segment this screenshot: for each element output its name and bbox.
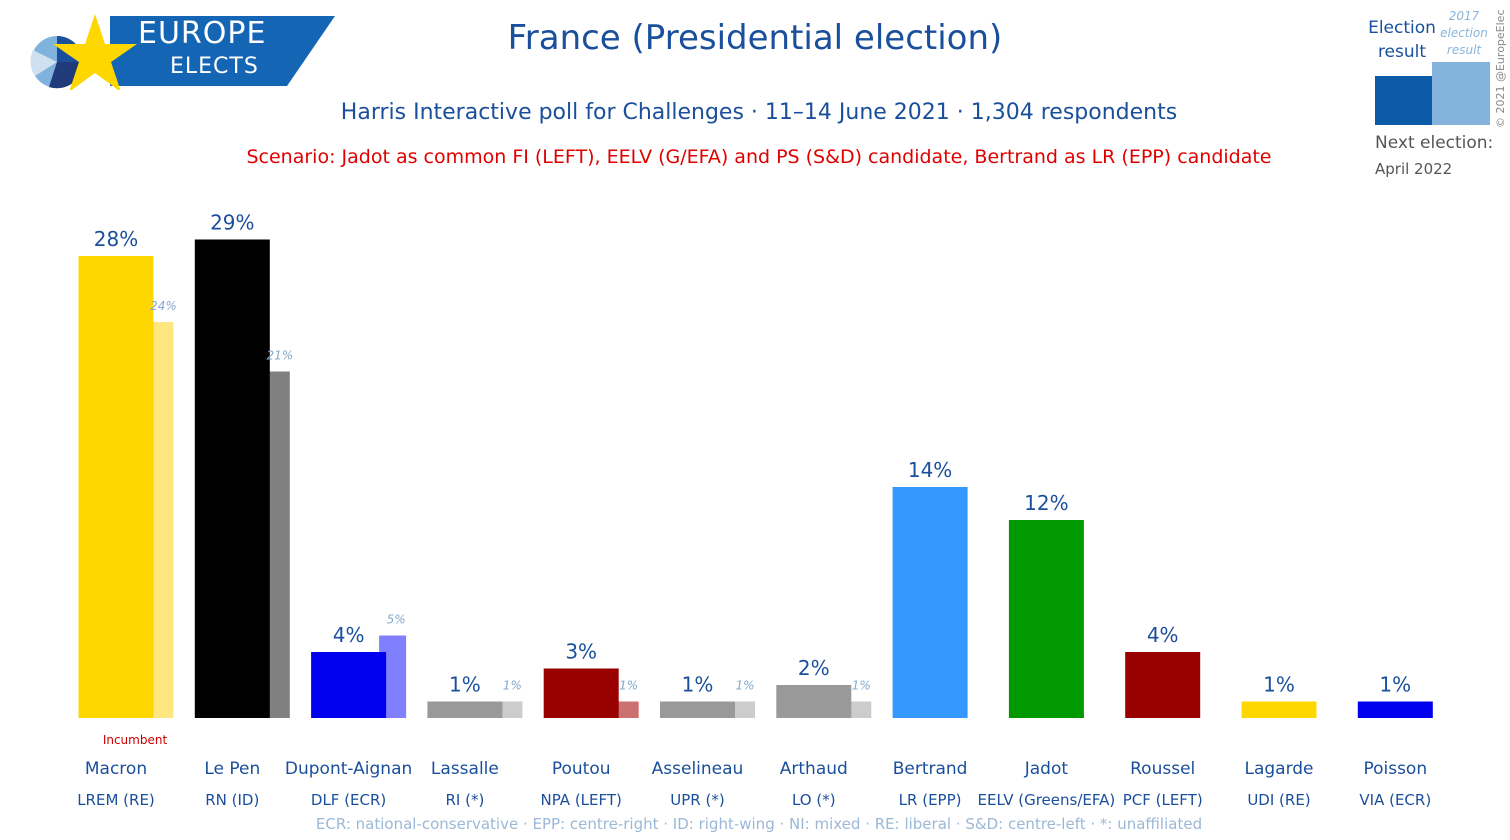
legend-previous-line1: 2017 — [1448, 9, 1480, 23]
party-label-5: UPR (*) — [670, 791, 724, 809]
legend-previous-line3: result — [1446, 43, 1482, 57]
value-label-7: 14% — [908, 458, 952, 482]
value-label-0: 28% — [94, 227, 138, 251]
incumbent-annotation: Incumbent — [103, 733, 168, 747]
party-label-7: LR (EPP) — [899, 791, 962, 809]
previous-label-6: 1% — [852, 679, 871, 693]
value-label-4: 3% — [565, 640, 597, 664]
logo-text-europe: EUROPE — [138, 16, 267, 51]
legend-current-line1: Election — [1368, 18, 1436, 38]
value-label-5: 1% — [682, 673, 714, 697]
value-label-9: 4% — [1147, 623, 1179, 647]
category-label-3: Lassalle — [431, 759, 499, 779]
party-label-2: DLF (ECR) — [311, 791, 386, 809]
category-label-9: Roussel — [1130, 759, 1195, 779]
next-election-date: April 2022 — [1375, 160, 1453, 178]
legend-previous-line2: election — [1440, 26, 1488, 40]
bar-5 — [660, 701, 735, 718]
legend-current-line2: result — [1377, 42, 1427, 62]
value-label-8: 12% — [1024, 491, 1068, 515]
party-label-9: PCF (LEFT) — [1123, 791, 1203, 809]
bar-11 — [1357, 701, 1433, 718]
category-label-10: Lagarde — [1244, 759, 1313, 779]
bar-1 — [194, 239, 270, 718]
value-label-10: 1% — [1263, 673, 1295, 697]
value-label-1: 29% — [210, 211, 254, 235]
party-label-11: VIA (ECR) — [1359, 791, 1431, 809]
bar-8 — [1008, 520, 1084, 718]
previous-label-0: 24% — [150, 299, 177, 313]
party-label-1: RN (ID) — [205, 791, 259, 809]
previous-label-4: 1% — [619, 679, 638, 693]
copyright-notice: © 2021 @EuropeElects — [1494, 10, 1507, 128]
bar-7 — [892, 487, 968, 718]
category-label-4: Poutou — [552, 759, 611, 779]
bar-6 — [776, 685, 852, 718]
legend-current-swatch — [1375, 76, 1435, 125]
category-label-8: Jadot — [1024, 759, 1069, 779]
previous-label-1: 21% — [266, 349, 293, 363]
legend-previous-swatch — [1432, 62, 1490, 125]
party-label-8: EELV (Greens/EFA) — [978, 791, 1116, 809]
party-label-6: LO (*) — [792, 791, 836, 809]
scenario-text: Scenario: Jadot as common FI (LEFT), EEL… — [246, 146, 1272, 168]
bar-9 — [1125, 652, 1201, 718]
europe-elects-logo — [30, 14, 335, 90]
footer-legend: ECR: national-conservative · EPP: centre… — [315, 815, 1203, 833]
previous-label-3: 1% — [503, 679, 522, 693]
bar-0 — [78, 256, 154, 718]
category-label-1: Le Pen — [204, 759, 260, 779]
logo-text-elects: ELECTS — [170, 54, 259, 79]
category-label-11: Poisson — [1363, 759, 1427, 779]
value-label-11: 1% — [1379, 673, 1411, 697]
bar-2 — [311, 652, 387, 718]
next-election-label: Next election: — [1375, 133, 1494, 153]
bar-10 — [1241, 701, 1317, 718]
category-label-6: Arthaud — [780, 759, 848, 779]
category-label-0: Macron — [85, 759, 147, 779]
category-label-7: Bertrand — [893, 759, 968, 779]
party-label-3: RI (*) — [445, 791, 484, 809]
party-label-4: NPA (LEFT) — [540, 791, 621, 809]
value-label-3: 1% — [449, 673, 481, 697]
bar-4 — [543, 668, 619, 718]
svg-text:© 2021 @EuropeElects: © 2021 @EuropeElects — [1494, 10, 1507, 128]
category-label-2: Dupont-Aignan — [285, 759, 412, 779]
party-label-10: UDI (RE) — [1247, 791, 1310, 809]
bar-3 — [427, 701, 503, 718]
previous-label-5: 1% — [735, 679, 754, 693]
category-label-5: Asselineau — [652, 759, 744, 779]
value-label-2: 4% — [333, 623, 365, 647]
previous-label-2: 5% — [387, 613, 406, 627]
value-label-6: 2% — [798, 656, 830, 680]
party-label-0: LREM (RE) — [77, 791, 155, 809]
chart-subtitle: Harris Interactive poll for Challenges ·… — [340, 100, 1178, 125]
chart-title: France (Presidential election) — [507, 18, 1003, 58]
